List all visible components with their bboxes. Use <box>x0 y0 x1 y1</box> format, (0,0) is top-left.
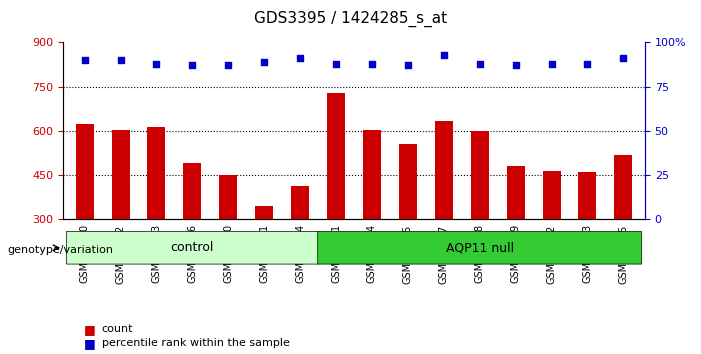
Bar <box>291 185 309 308</box>
Bar <box>614 155 632 308</box>
Point <box>510 63 522 68</box>
Bar <box>507 166 524 308</box>
Text: control: control <box>171 241 214 254</box>
Point <box>294 56 306 61</box>
Bar <box>255 206 273 308</box>
Bar <box>435 121 453 308</box>
Point <box>79 57 90 63</box>
Point <box>259 59 270 65</box>
Point <box>618 56 629 61</box>
Text: AQP11 null: AQP11 null <box>446 241 514 254</box>
Point <box>582 61 593 67</box>
FancyBboxPatch shape <box>67 232 318 264</box>
Text: ■: ■ <box>84 323 96 336</box>
Bar <box>471 131 489 308</box>
Bar <box>543 171 561 308</box>
Point <box>330 61 341 67</box>
Point <box>402 63 414 68</box>
FancyBboxPatch shape <box>318 232 641 264</box>
Bar <box>327 93 345 308</box>
Text: ■: ■ <box>84 337 96 350</box>
Bar <box>399 144 417 308</box>
Bar <box>147 127 165 308</box>
Text: GDS3395 / 1424285_s_at: GDS3395 / 1424285_s_at <box>254 11 447 27</box>
Point <box>186 63 198 68</box>
Point <box>151 61 162 67</box>
Text: percentile rank within the sample: percentile rank within the sample <box>102 338 290 348</box>
Point <box>367 61 378 67</box>
Text: genotype/variation: genotype/variation <box>7 245 113 255</box>
Point <box>438 52 449 58</box>
Bar <box>219 175 237 308</box>
Point <box>474 61 485 67</box>
Point <box>546 61 557 67</box>
Bar <box>76 124 94 308</box>
Point <box>223 63 234 68</box>
Text: count: count <box>102 324 133 334</box>
Bar <box>184 164 201 308</box>
Bar <box>111 130 130 308</box>
Bar <box>578 172 597 308</box>
Point <box>115 57 126 63</box>
Bar <box>363 130 381 308</box>
